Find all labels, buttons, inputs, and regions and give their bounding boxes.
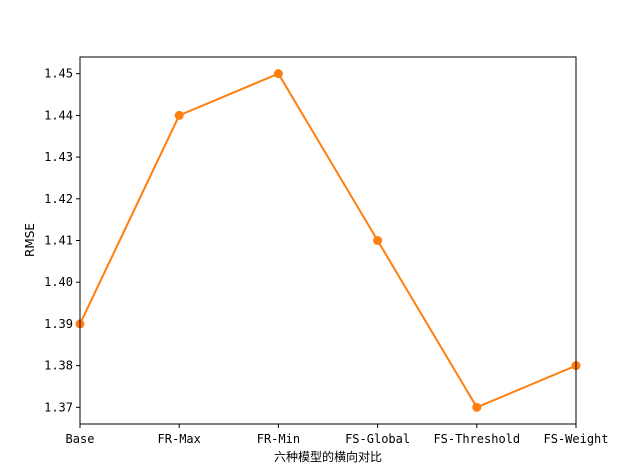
y-axis-label: RMSE [23, 223, 37, 257]
y-tick-label: 1.38 [44, 359, 73, 373]
y-tick-label: 1.45 [44, 67, 73, 81]
x-axis-ticks: Base FR-Max FR-Min FS-Global FS-Threshold FS-… [66, 424, 609, 446]
y-tick-label: 1.42 [44, 192, 73, 206]
series-line [79, 72, 577, 409]
x-tick-label: Base [66, 432, 95, 446]
x-axis-label: 六种模型的横向对比 [274, 449, 382, 464]
data-point-fr-max [174, 110, 184, 120]
data-point-fs-global [373, 236, 383, 245]
y-tick-label: 1.39 [44, 317, 73, 331]
x-tick-label: FS-Threshold [433, 432, 520, 446]
plot-frame [79, 56, 577, 425]
y-tick-label: 1.37 [44, 400, 73, 414]
y-tick-label: 1.44 [44, 108, 73, 122]
data-point-fs-threshold [472, 402, 482, 412]
y-tick-label: 1.43 [44, 150, 73, 164]
series-layer [75, 69, 581, 412]
y-tick-label: 1.40 [44, 275, 73, 289]
y-axis-ticks: 1.37 1.38 1.39 1.40 1.41 1.42 1.43 1.44 1.45 [44, 67, 80, 414]
x-tick-label: FR-Max [158, 432, 201, 446]
x-tick-label: FS-Global [345, 432, 410, 446]
x-tick-label: FR-Min [257, 432, 300, 446]
x-tick-label: FS-Weight [543, 432, 608, 446]
data-point-fr-min [273, 69, 283, 79]
y-tick-label: 1.41 [44, 234, 73, 248]
